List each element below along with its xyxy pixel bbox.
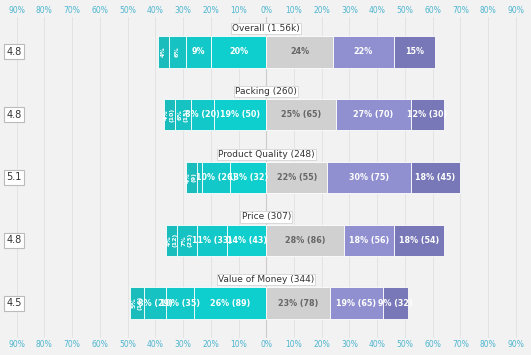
Bar	[186, 36, 211, 67]
Bar	[197, 225, 227, 256]
Bar	[330, 288, 383, 319]
Text: 13% (32): 13% (32)	[228, 173, 268, 182]
Bar	[410, 162, 460, 193]
Text: Product Quality (248): Product Quality (248)	[218, 150, 314, 159]
Text: 11% (33): 11% (33)	[192, 236, 232, 245]
Text: Packing (260): Packing (260)	[235, 87, 297, 96]
Bar	[197, 162, 202, 193]
Bar	[130, 288, 144, 319]
Text: 4%
(12): 4% (12)	[167, 233, 177, 247]
Bar	[166, 288, 194, 319]
Bar	[383, 288, 408, 319]
Text: Value of Money (344): Value of Money (344)	[218, 275, 314, 284]
Text: 30% (75): 30% (75)	[349, 173, 389, 182]
Text: Overall (1.56k): Overall (1.56k)	[233, 24, 300, 33]
Bar	[410, 99, 444, 130]
Text: 24%: 24%	[290, 47, 309, 56]
Bar	[230, 162, 266, 193]
Text: 8% (20): 8% (20)	[185, 110, 220, 119]
Bar	[266, 99, 336, 130]
Bar	[158, 36, 169, 67]
Bar	[333, 36, 394, 67]
Text: 4.8: 4.8	[6, 235, 21, 245]
Text: 4%
(10): 4% (10)	[164, 108, 175, 122]
Text: 9%: 9%	[192, 47, 205, 56]
Text: 5%
(16): 5% (16)	[132, 296, 143, 310]
Bar	[266, 225, 344, 256]
Text: 4%
(9): 4% (9)	[186, 172, 197, 183]
Text: 4.8: 4.8	[6, 110, 21, 120]
Bar	[166, 225, 177, 256]
Text: 19% (65): 19% (65)	[336, 299, 376, 308]
Bar	[202, 162, 230, 193]
Bar	[266, 288, 330, 319]
Text: 15%: 15%	[405, 47, 424, 56]
Text: 18% (45): 18% (45)	[415, 173, 456, 182]
Text: 6%
(15): 6% (15)	[177, 108, 189, 122]
Bar	[194, 288, 266, 319]
Text: 23% (78): 23% (78)	[278, 299, 319, 308]
Text: 28% (86): 28% (86)	[285, 236, 326, 245]
Bar	[394, 36, 435, 67]
Bar	[186, 162, 197, 193]
Bar	[213, 99, 266, 130]
Text: 22%: 22%	[354, 47, 373, 56]
Text: 22% (55): 22% (55)	[277, 173, 317, 182]
Bar	[227, 225, 266, 256]
Bar	[336, 99, 410, 130]
Text: 5.1: 5.1	[6, 173, 21, 182]
Bar	[394, 225, 444, 256]
Bar	[175, 99, 191, 130]
Text: 25% (65): 25% (65)	[281, 110, 321, 119]
Text: 18% (54): 18% (54)	[399, 236, 439, 245]
Text: 18% (56): 18% (56)	[349, 236, 389, 245]
Bar	[177, 225, 197, 256]
Text: 14% (43): 14% (43)	[227, 236, 267, 245]
Text: 12% (30): 12% (30)	[407, 110, 447, 119]
Text: 4%: 4%	[161, 47, 166, 57]
Bar	[266, 36, 333, 67]
Text: 26% (89): 26% (89)	[210, 299, 250, 308]
Text: 4.5: 4.5	[6, 298, 21, 308]
Bar	[344, 225, 394, 256]
Text: 20%: 20%	[229, 47, 248, 56]
Text: 27% (70): 27% (70)	[353, 110, 393, 119]
Bar	[266, 162, 327, 193]
Bar	[144, 288, 166, 319]
Text: Price (307): Price (307)	[242, 212, 291, 222]
Text: 8% (29): 8% (29)	[138, 299, 173, 308]
Text: 10% (26): 10% (26)	[196, 173, 236, 182]
Text: 19% (50): 19% (50)	[220, 110, 260, 119]
Text: 10% (35): 10% (35)	[160, 299, 200, 308]
Text: 6%: 6%	[175, 47, 180, 57]
Bar	[164, 99, 175, 130]
Bar	[211, 36, 266, 67]
Bar	[327, 162, 410, 193]
Bar	[169, 36, 186, 67]
Text: 7%
(23): 7% (23)	[182, 233, 193, 247]
Text: 9% (32): 9% (32)	[378, 299, 413, 308]
Bar	[191, 99, 213, 130]
Text: 4.8: 4.8	[6, 47, 21, 57]
